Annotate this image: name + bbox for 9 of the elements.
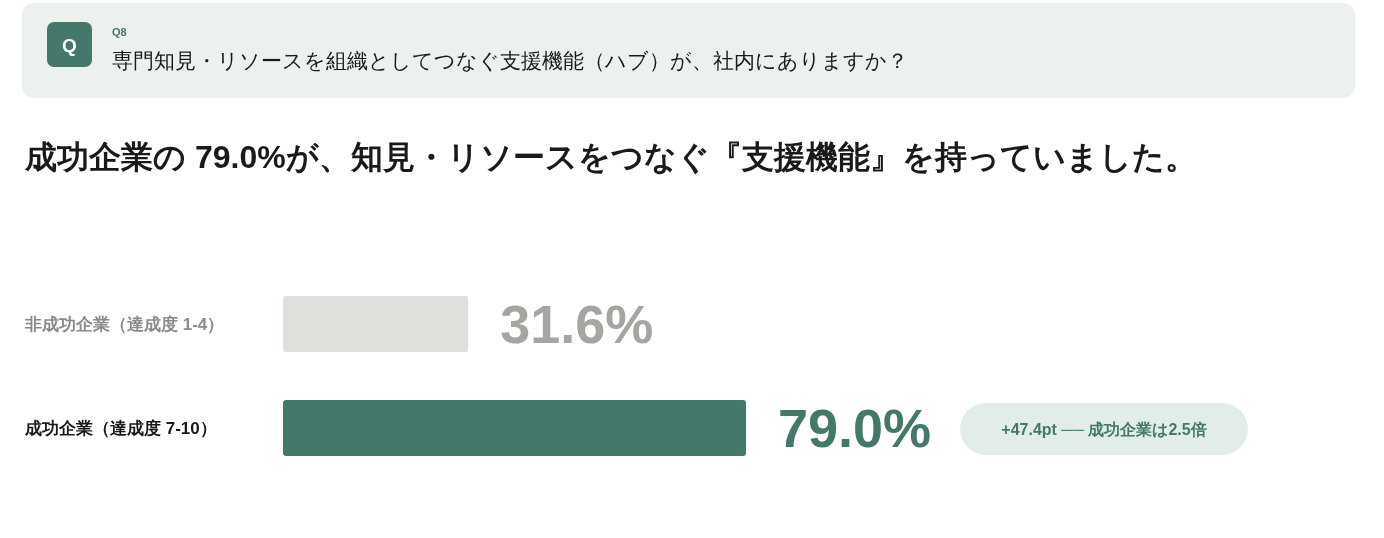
text: Q8 <box>112 26 127 38</box>
y-tick-label: 非成功企業（達成度 1-4） <box>24 315 225 334</box>
data-label: 31.6% <box>500 294 654 354</box>
y-tick-label: 成功企業（達成度 7-10） <box>24 419 217 438</box>
chart-title: 成功企業の 79.0%が、知見・リソースをつなぐ『支援機能』を持っていました。 <box>24 139 1197 175</box>
text: +47.4pt ── 成功企業は2.5倍 <box>1001 421 1207 438</box>
text: 専門知見・リソースを組織としてつなぐ支援機能（ハブ）が、社内にありますか？ <box>112 49 908 73</box>
data-label: 79.0% <box>778 398 932 458</box>
text: Q <box>62 35 77 56</box>
